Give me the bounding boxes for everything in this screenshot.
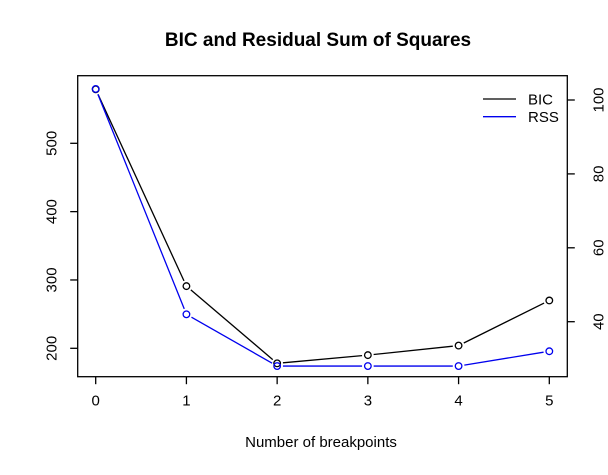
series-line-bic	[97, 94, 185, 282]
series-line-bic	[282, 355, 363, 364]
x-tick-label: 0	[92, 393, 100, 410]
data-point-rss	[545, 347, 554, 356]
series-line-bic	[190, 289, 274, 361]
y-left-tick-label: 300	[44, 267, 61, 292]
x-tick-label: 3	[364, 393, 372, 410]
x-tick-label: 5	[545, 393, 553, 410]
series-line-rss	[97, 94, 185, 310]
legend-label-bic: BIC	[528, 92, 553, 109]
data-point-rss	[182, 310, 191, 319]
data-series-group	[91, 84, 554, 370]
series-line-bic	[373, 345, 453, 356]
series-line-bic	[463, 302, 545, 344]
data-point-bic	[454, 341, 463, 350]
x-tick-label: 1	[182, 393, 190, 410]
data-point-bic	[182, 282, 191, 291]
plot-box	[77, 75, 568, 378]
x-axis: 0 1 2 3 4 5	[92, 376, 553, 410]
chart-title: BIC and Residual Sum of Squares	[165, 30, 471, 51]
data-point-bic	[545, 296, 554, 305]
data-point-rss	[273, 362, 282, 370]
y-right-tick-label: 60	[591, 239, 608, 256]
data-point-bic	[363, 351, 372, 360]
x-tick-label: 4	[454, 393, 462, 410]
y-left-tick-label: 500	[44, 131, 61, 156]
series-rss	[91, 84, 554, 370]
y-left-tick-label: 400	[44, 199, 61, 224]
y-axis-right: 40 60 80 100	[567, 87, 608, 330]
y-right-tick-label: 100	[591, 87, 608, 112]
data-point-rss	[454, 362, 463, 370]
data-point-rss	[91, 84, 100, 93]
y-axis-left: 200 300 400 500	[44, 131, 78, 361]
y-left-tick-label: 200	[44, 336, 61, 361]
series-line-rss	[464, 351, 544, 366]
series-bic	[91, 85, 554, 368]
legend: BIC RSS	[483, 92, 559, 126]
y-right-tick-label: 40	[591, 313, 608, 330]
data-point-bic	[273, 359, 282, 368]
data-point-rss	[363, 362, 372, 370]
y-right-tick-label: 80	[591, 166, 608, 183]
x-tick-label: 2	[273, 393, 281, 410]
legend-label-rss: RSS	[528, 109, 559, 126]
series-line-rss	[191, 316, 273, 364]
x-axis-title: Number of breakpoints	[245, 434, 397, 451]
